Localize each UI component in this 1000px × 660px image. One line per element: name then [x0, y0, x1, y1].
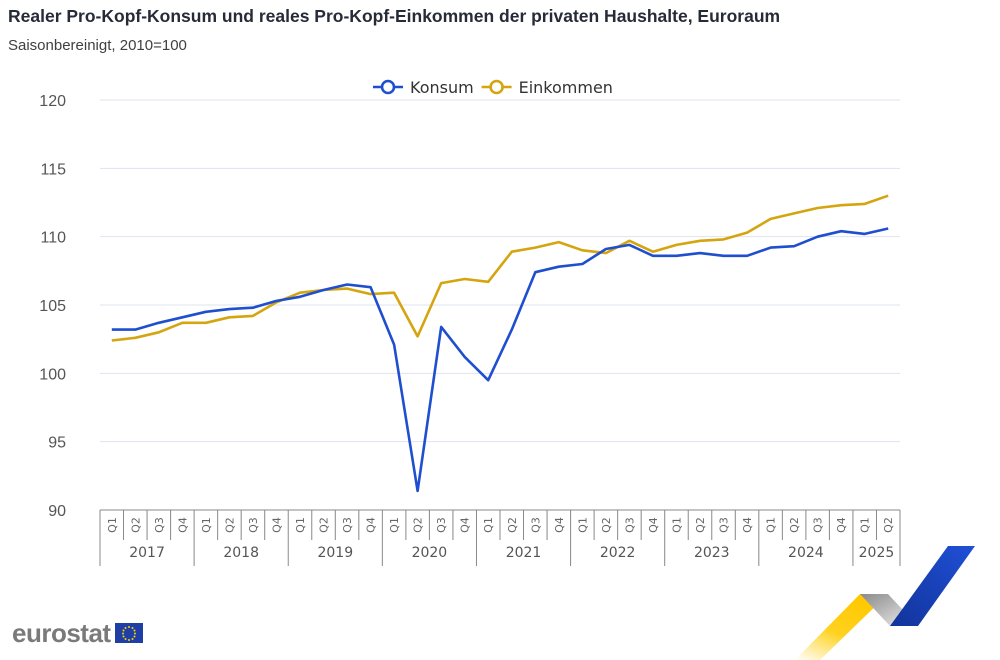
quarter-label: Q1 — [859, 517, 872, 533]
legend-label: Konsum — [410, 78, 474, 97]
quarter-label: Q2 — [600, 517, 613, 533]
quarter-label: Q2 — [788, 517, 801, 533]
quarter-label: Q2 — [882, 517, 895, 533]
quarter-label: Q4 — [741, 517, 754, 533]
x-axis: Q1 Q2 Q3 Q4 Q1 Q2 Q3 Q4 Q1 Q2 Q3 Q4 Q1 Q2 Q3 Q4 Q1 Q2 Q3 Q4… — [99, 509, 901, 566]
quarter-label: Q4 — [835, 517, 848, 533]
year-label: 2025 — [859, 545, 895, 561]
eurostat-logo: eurostat — [12, 620, 143, 646]
quarter-label: Q2 — [506, 517, 519, 533]
legend: Konsum Einkommen — [373, 78, 613, 97]
quarter-label: Q3 — [718, 517, 731, 533]
quarter-label: Q4 — [553, 517, 566, 533]
y-tick-label: 105 — [39, 298, 66, 315]
series-line-konsum[interactable] — [111, 227, 889, 493]
quarter-label: Q3 — [247, 517, 260, 533]
quarter-label: Q4 — [459, 517, 472, 533]
quarter-label: Q4 — [647, 517, 660, 533]
year-label: 2017 — [129, 545, 165, 561]
year-label: 2024 — [788, 545, 824, 561]
quarter-label: Q3 — [435, 517, 448, 533]
legend-marker-icon — [380, 79, 396, 95]
quarter-label: Q1 — [294, 517, 307, 533]
year-label: 2019 — [317, 545, 353, 561]
quarter-label: Q4 — [176, 517, 189, 533]
year-label: 2023 — [694, 545, 730, 561]
quarter-label: Q1 — [200, 517, 213, 533]
quarter-label: Q3 — [529, 517, 542, 533]
quarter-label: Q1 — [388, 517, 401, 533]
y-axis-labels: 120 115 110 105 100 95 90 — [39, 93, 66, 520]
quarter-label: Q4 — [365, 517, 378, 533]
quarter-label: Q1 — [670, 517, 683, 533]
legend-item-einkommen[interactable]: Einkommen — [481, 78, 613, 97]
legend-marker-icon — [489, 79, 504, 95]
quarter-label: Q3 — [812, 517, 825, 533]
series-line-einkommen[interactable] — [111, 194, 889, 342]
year-label: 2020 — [412, 545, 448, 561]
quarter-label: Q2 — [694, 517, 707, 533]
gridlines — [100, 99, 900, 443]
y-tick-label: 120 — [39, 93, 66, 110]
chart-title: Realer Pro-Kopf-Konsum und reales Pro-Ko… — [8, 6, 781, 26]
quarter-label: Q4 — [270, 517, 283, 533]
line-chart: 120 115 110 105 100 95 90 Q1 Q2 Q3 Q4 Q1 Q2 Q3 Q4 Q1 Q2… — [39, 78, 901, 566]
y-tick-label: 95 — [48, 435, 66, 452]
legend-item-konsum[interactable]: Konsum — [373, 78, 474, 97]
logo-text: eurostat — [12, 618, 111, 648]
quarter-label: Q2 — [129, 517, 142, 533]
quarter-label: Q1 — [106, 517, 119, 533]
series-lines — [111, 194, 889, 493]
year-label: 2018 — [223, 545, 259, 561]
quarter-label: Q3 — [341, 517, 354, 533]
quarter-label: Q2 — [412, 517, 425, 533]
quarter-label: Q3 — [153, 517, 166, 533]
eu-flag-icon — [114, 623, 143, 643]
decorative-ribbon-icon — [795, 546, 975, 660]
quarter-label: Q2 — [318, 517, 331, 533]
legend-label: Einkommen — [519, 78, 613, 97]
quarter-label: Q1 — [576, 517, 589, 533]
y-tick-label: 110 — [40, 230, 66, 247]
quarter-label: Q3 — [623, 517, 636, 533]
year-label: 2021 — [506, 545, 542, 561]
quarter-label: Q1 — [482, 517, 495, 533]
quarter-label: Q2 — [223, 517, 236, 533]
y-tick-label: 90 — [48, 503, 66, 520]
y-tick-label: 100 — [39, 366, 66, 383]
chart-subtitle: Saisonbereinigt, 2010=100 — [8, 37, 187, 54]
y-tick-label: 115 — [40, 161, 66, 178]
year-label: 2022 — [600, 545, 636, 561]
quarter-label: Q1 — [765, 517, 778, 533]
